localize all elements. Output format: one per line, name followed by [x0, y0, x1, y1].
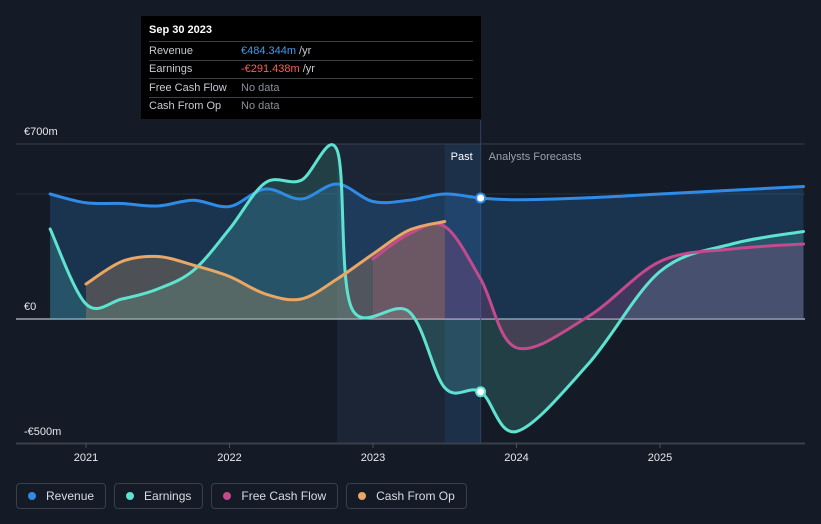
tooltip-value: No data — [241, 100, 280, 113]
forecast-label: Analysts Forecasts — [489, 151, 582, 163]
tooltip-row-earnings: Earnings -€291.438m /yr — [149, 59, 473, 79]
y-tick-label: -€500m — [24, 426, 61, 438]
y-tick-label: €700m — [24, 126, 58, 138]
x-tick-label: 2025 — [648, 452, 672, 464]
legend-label: Free Cash Flow — [241, 489, 327, 503]
tooltip-row-cash-from-op: Cash From Op No data — [149, 96, 473, 116]
earnings-dot-icon — [126, 492, 135, 500]
tooltip-label: Cash From Op — [149, 100, 222, 113]
earnings-area — [50, 144, 804, 432]
tooltip-value: -€291.438m — [241, 63, 300, 76]
tooltip-row-free-cash-flow: Free Cash Flow No data — [149, 78, 473, 97]
earnings-point-marker — [475, 386, 487, 398]
tooltip-value: €484.344m — [241, 44, 297, 57]
legend-item-cash-from-op[interactable]: Cash From Op — [346, 483, 467, 509]
free-cash-flow-area — [373, 223, 804, 349]
tooltip-label: Revenue — [149, 44, 194, 57]
legend-label: Earnings — [144, 489, 192, 503]
legend-item-earnings[interactable]: Earnings — [114, 483, 204, 509]
free-cash-flow-dot-icon — [223, 492, 232, 500]
tooltip-label: Free Cash Flow — [149, 81, 227, 94]
x-tick-label: 2024 — [504, 452, 528, 464]
earnings-line — [48, 143, 805, 434]
y-tick-label: €0 — [24, 301, 36, 313]
legend: Revenue Earnings Free Cash Flow Cash Fro… — [16, 483, 467, 509]
x-tick-label: 2022 — [217, 452, 241, 464]
tooltip-label: Earnings — [149, 63, 193, 76]
tooltip-unit: /yr — [299, 44, 312, 57]
legend-item-free-cash-flow[interactable]: Free Cash Flow — [211, 483, 339, 509]
tooltip-unit: /yr — [302, 63, 315, 76]
revenue-dot-icon — [28, 492, 36, 500]
x-tick-label: 2023 — [361, 452, 385, 464]
revenue-line — [48, 182, 805, 209]
cash-from-op-dot-icon — [358, 492, 367, 500]
tooltip-panel: Sep 30 2023 Revenue €484.344m /yr Earnin… — [141, 16, 481, 119]
revenue-point-marker — [475, 192, 487, 204]
cash-from-op-area — [86, 221, 445, 319]
tooltip-value: No data — [241, 81, 280, 94]
tooltip-row-revenue: Revenue €484.344m /yr — [149, 41, 473, 60]
legend-label: Cash From Op — [376, 489, 455, 503]
cash-from-op-line — [84, 220, 447, 302]
past-label: Past — [451, 151, 473, 163]
x-tick-label: 2021 — [74, 452, 98, 464]
legend-label: Revenue — [46, 489, 95, 503]
tooltip-date: Sep 30 2023 — [149, 24, 212, 36]
legend-item-revenue[interactable]: Revenue — [16, 483, 107, 509]
